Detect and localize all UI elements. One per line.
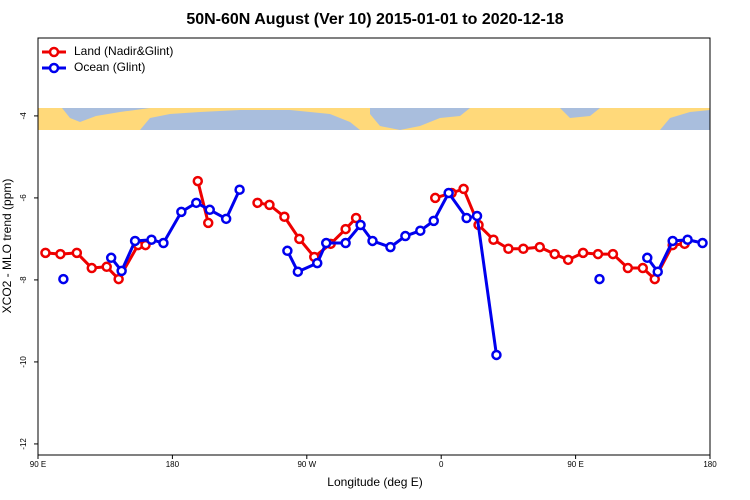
point bbox=[549, 248, 560, 260]
point bbox=[340, 237, 351, 249]
point bbox=[355, 219, 366, 231]
point bbox=[642, 252, 653, 264]
point bbox=[116, 265, 127, 277]
point bbox=[682, 234, 693, 245]
legend-label: Ocean (Glint) bbox=[74, 60, 145, 74]
point bbox=[518, 243, 529, 255]
point bbox=[594, 273, 605, 285]
point bbox=[652, 266, 663, 277]
point bbox=[385, 241, 396, 253]
series-line bbox=[109, 189, 703, 356]
point bbox=[129, 235, 141, 247]
point bbox=[55, 248, 66, 260]
map-water bbox=[370, 108, 470, 130]
chart-title: 50N-60N August (Ver 10) 2015-01-01 to 20… bbox=[186, 11, 563, 28]
point bbox=[471, 210, 483, 222]
series-line bbox=[45, 180, 685, 281]
point bbox=[340, 223, 351, 235]
x-tick-label: 90 E bbox=[30, 460, 46, 469]
point bbox=[667, 235, 678, 247]
point bbox=[488, 234, 499, 245]
plot-frame bbox=[37, 37, 711, 456]
point bbox=[443, 187, 454, 199]
point bbox=[292, 266, 304, 277]
point bbox=[534, 241, 546, 253]
map-water bbox=[140, 110, 360, 130]
point bbox=[220, 213, 232, 225]
point bbox=[101, 261, 112, 273]
y-tick-label: -4 bbox=[19, 112, 28, 120]
point bbox=[458, 183, 469, 195]
point bbox=[503, 243, 514, 255]
point bbox=[71, 247, 83, 259]
point bbox=[202, 217, 214, 229]
x-tick-label: 90 W bbox=[297, 460, 316, 469]
legend-marker bbox=[48, 62, 60, 74]
legend-marker bbox=[48, 46, 60, 58]
y-tick-label: -8 bbox=[19, 276, 28, 284]
point bbox=[58, 273, 69, 285]
point bbox=[697, 237, 708, 249]
point bbox=[415, 225, 426, 236]
point bbox=[282, 245, 293, 257]
y-tick-label: -10 bbox=[19, 356, 28, 368]
point bbox=[204, 204, 215, 216]
x-tick-label: 90 E bbox=[567, 460, 583, 469]
map-strip bbox=[38, 108, 710, 130]
point bbox=[86, 262, 98, 274]
y-axis-label: XCO2 - MLO trend (ppm) bbox=[0, 179, 14, 314]
point bbox=[113, 273, 124, 285]
point bbox=[252, 197, 263, 209]
x-tick-label: 180 bbox=[703, 460, 717, 469]
point bbox=[429, 192, 441, 204]
point bbox=[294, 233, 305, 245]
point bbox=[562, 254, 574, 266]
y-tick-label: -12 bbox=[19, 438, 28, 450]
point bbox=[320, 237, 332, 249]
legend-label: Land (Nadir&Glint) bbox=[74, 44, 173, 58]
point bbox=[234, 184, 245, 195]
point bbox=[367, 235, 378, 247]
point bbox=[279, 211, 290, 223]
x-tick-label: 0 bbox=[439, 460, 444, 469]
point bbox=[40, 247, 51, 259]
point bbox=[105, 252, 117, 264]
point bbox=[146, 234, 157, 245]
point bbox=[158, 237, 169, 249]
point bbox=[577, 247, 589, 259]
map-water bbox=[660, 110, 710, 130]
point bbox=[350, 212, 362, 224]
map-water bbox=[38, 108, 150, 122]
map-water bbox=[560, 108, 600, 118]
y-tick-label: -6 bbox=[19, 194, 28, 202]
point bbox=[622, 262, 634, 274]
point bbox=[191, 197, 202, 209]
x-axis-label: Longitude (deg E) bbox=[327, 475, 422, 489]
point bbox=[491, 349, 502, 361]
point bbox=[192, 175, 204, 187]
x-tick-label: 180 bbox=[166, 460, 180, 469]
point bbox=[400, 230, 411, 242]
point bbox=[264, 199, 275, 211]
point bbox=[176, 206, 187, 218]
point bbox=[428, 215, 439, 227]
point bbox=[461, 212, 472, 224]
point bbox=[592, 248, 604, 260]
point bbox=[607, 248, 619, 260]
point bbox=[312, 257, 323, 269]
point bbox=[637, 262, 649, 274]
